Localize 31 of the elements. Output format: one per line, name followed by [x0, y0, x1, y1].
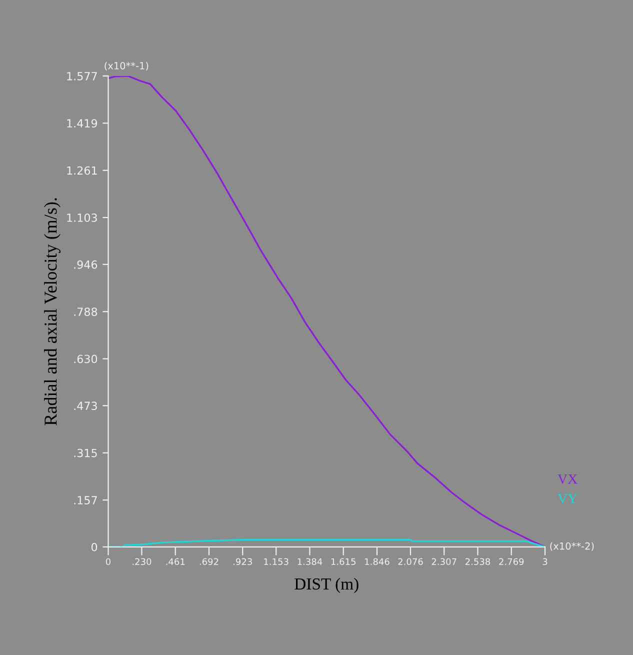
y-axis-title: Radial and axial Velocity (m/s). — [44, 198, 60, 426]
x-tick-label: .230 — [132, 558, 152, 566]
y-tick-label: .157 — [74, 496, 97, 504]
x-tick-label: 2.076 — [398, 558, 423, 566]
x-tick-label: 2.769 — [499, 558, 524, 566]
x-tick-label: .461 — [166, 558, 185, 566]
x-tick-label: 1.153 — [264, 558, 288, 566]
x-tick-label: 2.307 — [432, 558, 456, 566]
x-axis-title: DIST (m) — [294, 578, 358, 593]
x-tick-label: 1.615 — [331, 558, 356, 566]
y-tick-label: .315 — [74, 448, 97, 458]
x-tick-label: 3 — [542, 558, 548, 566]
y-tick-label: .630 — [74, 354, 98, 364]
y-tick-label: .946 — [74, 260, 98, 269]
y-tick-label: 1.261 — [67, 166, 97, 175]
x-tick-label: 1.846 — [365, 558, 390, 566]
y-tick-label: .788 — [74, 308, 98, 316]
x-tick-label: 1.384 — [298, 558, 322, 566]
text: VY — [558, 494, 578, 504]
y-tick-label: 1.103 — [67, 214, 97, 222]
y-tick-label: 1.419 — [67, 119, 98, 128]
y-tick-label: .473 — [74, 402, 97, 410]
x-tick-label: .923 — [234, 558, 252, 566]
x-tick-label: 0 — [106, 558, 111, 566]
text: (x10**-1) — [104, 62, 148, 71]
text: (x10**-2) — [550, 542, 594, 551]
y-tick-label: 0 — [91, 542, 98, 552]
text: VX — [558, 474, 578, 484]
x-tick-label: 2.538 — [465, 558, 490, 566]
x-tick-label: .692 — [200, 558, 218, 566]
y-tick-label: 1.577 — [67, 72, 97, 80]
